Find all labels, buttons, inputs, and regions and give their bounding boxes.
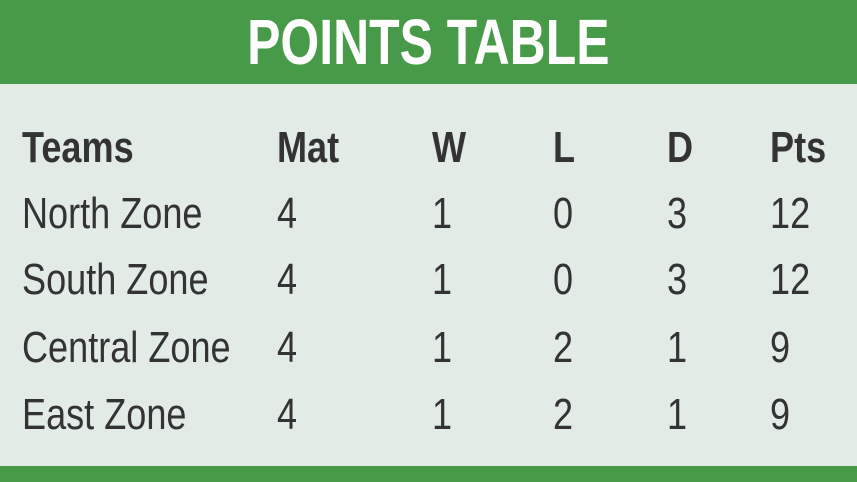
table-row: North Zone 4 1 0 3 12 [0,184,857,244]
table-row: East Zone 4 1 2 1 9 [0,385,857,445]
stat-cell: 4 [277,255,298,304]
stat-cell: 12 [770,189,811,238]
bottom-bar [0,466,857,482]
team-name: North Zone [22,189,203,238]
column-header: L [553,123,576,172]
table-row: South Zone 4 1 0 3 12 [0,250,857,310]
stat-cell: 1 [667,323,688,372]
column-header: W [432,123,467,172]
column-header: Pts [770,123,827,172]
stat-cell: 0 [553,255,574,304]
stat-cell: 4 [277,323,298,372]
stat-cell: 0 [553,189,574,238]
column-header: D [667,123,694,172]
stat-cell: 2 [553,390,574,439]
stat-cell: 3 [667,255,688,304]
table-row: Central Zone 4 1 2 1 9 [0,318,857,378]
column-header: Teams [22,123,134,172]
stat-cell: 1 [667,390,688,439]
page-title: POINTS TABLE [0,4,857,80]
stat-cell: 4 [277,390,298,439]
stat-cell: 9 [770,390,791,439]
column-header: Mat [277,123,340,172]
team-name: South Zone [22,255,209,304]
title-banner [0,0,857,84]
stat-cell: 4 [277,189,298,238]
team-name: East Zone [22,390,187,439]
stat-cell: 3 [667,189,688,238]
stat-cell: 1 [432,189,453,238]
stat-cell: 1 [432,255,453,304]
stat-cell: 9 [770,323,791,372]
team-name: Central Zone [22,323,231,372]
stat-cell: 2 [553,323,574,372]
stat-cell: 12 [770,255,811,304]
stat-cell: 1 [432,390,453,439]
table-header: Teams Mat W L D Pts [0,118,857,178]
title-text: POINTS TABLE [247,6,610,78]
stat-cell: 1 [432,323,453,372]
